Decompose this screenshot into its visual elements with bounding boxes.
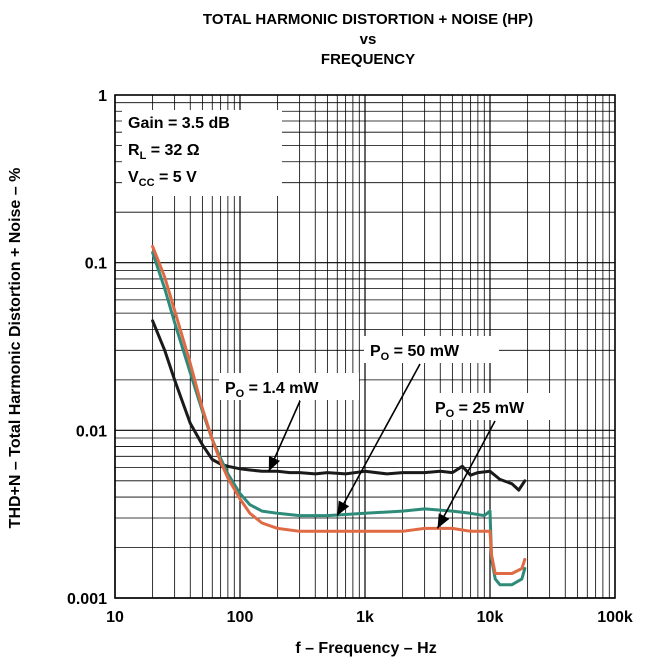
series-label-1: PO = 1.4 mW (225, 380, 319, 400)
y-tick-label: 0.1 (85, 256, 107, 273)
condition-line-1: Gain = 3.5 dB (128, 115, 230, 132)
series-line-3 (151, 244, 527, 575)
chart-title-line-2: vs (360, 31, 377, 48)
y-axis-label: THD+N – Total Harmonic Distortion + Nois… (7, 168, 24, 529)
series-arrowhead-3 (437, 513, 450, 529)
series-leader-3 (436, 420, 496, 529)
plot-border (114, 94, 616, 599)
x-tick-label: 10 (106, 609, 124, 626)
x-tick-label: 100k (597, 609, 633, 626)
y-tick-label: 0.001 (67, 591, 107, 608)
series-label-bg-3 (429, 393, 559, 420)
series-line-1 (151, 319, 527, 492)
series-arrowhead-2 (337, 500, 350, 516)
series-label-3: PO = 25 mW (435, 400, 525, 420)
y-tick-label: 0.01 (76, 423, 107, 440)
series-label-bg-1 (219, 373, 359, 400)
chart-title-line-3: FREQUENCY (321, 51, 415, 68)
series-annotations: PO = 1.4 mW PO = 50 mW PO = 25 mW (219, 336, 559, 529)
condition-line-3: VCC = 5 V (128, 169, 197, 189)
x-tick-label: 100 (227, 609, 254, 626)
conditions-box: Gain = 3.5 dB RL = 32 Ω VCC = 5 V (122, 110, 282, 196)
x-tick-label: 1k (356, 609, 374, 626)
x-tick-label: 10k (477, 609, 504, 626)
y-tick-label: 1 (98, 88, 107, 105)
series-label-bg-2 (364, 336, 499, 363)
x-axis-label: f – Frequency – Hz (295, 640, 436, 657)
conditions-background (122, 110, 282, 196)
condition-line-2: RL = 32 Ω (128, 142, 200, 162)
series-leader-2 (336, 363, 421, 516)
axis-ticks: 10 100 1k 10k 100k 0.001 0.01 0.1 1 (67, 88, 633, 626)
plot-frame (114, 94, 616, 599)
chart-title-line-1: TOTAL HARMONIC DISTORTION + NOISE (HP) (203, 11, 533, 28)
series-layer (151, 244, 527, 587)
series-arrowhead-1 (268, 456, 280, 472)
series-label-2: PO = 50 mW (370, 343, 460, 363)
